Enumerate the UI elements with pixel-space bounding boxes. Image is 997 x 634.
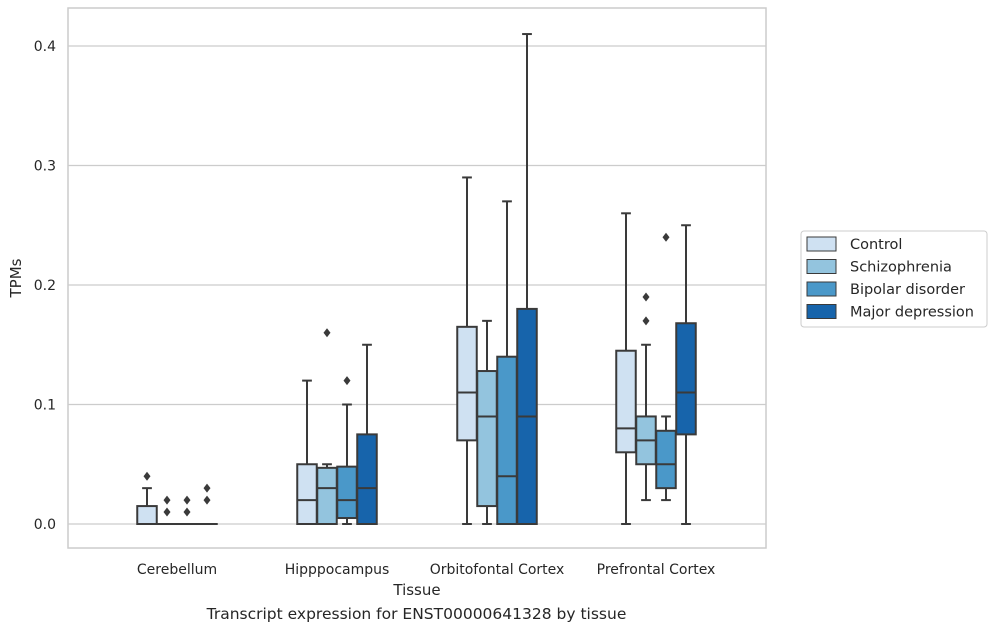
y-tick-label: 0.2 [34,278,56,294]
x-tick-labels: Cerebellum Hipppocampus Orbitofontal Corte… [137,562,715,578]
box-body [615,349,637,454]
chart-caption: Transcript expression for ENST0000064132… [206,605,627,623]
box-control [136,471,158,526]
outlier-point [203,483,211,493]
box-body [496,355,518,526]
box-major-depression [516,33,538,525]
y-tick-labels: 0.0 0.1 0.2 0.3 0.4 [34,39,56,533]
y-axis-label: TPMs [7,258,25,298]
outlier-point [642,292,650,302]
grid-lines [68,45,766,525]
box-body [336,465,358,520]
box-control [615,212,637,525]
legend-label: Major depression [850,305,974,321]
box-bipolar-disorder [496,200,518,526]
box-major-depression [196,483,218,526]
outlier-point [163,495,171,505]
box-schizophrenia [156,495,178,526]
outlier-point [323,328,331,338]
x-tick-label: Cerebellum [137,562,217,578]
y-tick-label: 0.1 [34,398,56,414]
box-major-depression [675,224,697,525]
outlier-point [143,471,151,481]
box-body [675,322,697,436]
box-major-depression [356,343,378,525]
box-body [655,429,677,490]
box-body [316,466,338,525]
box-body [476,370,498,508]
box-body [356,433,378,525]
box-control [456,176,478,525]
legend-swatch [806,304,837,319]
x-tick-label: Orbitofontal Cortex [430,562,565,578]
outlier-point [183,507,191,517]
outlier-point [662,232,670,242]
legend-label: Control [850,237,902,253]
box-body [456,325,478,442]
outlier-point [642,316,650,326]
box-bipolar-disorder [176,495,198,526]
box-body [296,463,318,525]
y-tick-label: 0.4 [34,39,56,55]
x-tick-label: Prefrontal Cortex [597,562,716,578]
box-bipolar-disorder [655,232,677,502]
legend-frame [800,230,988,328]
legend-swatch [806,259,837,274]
x-axis-label: Tissue [392,581,440,599]
outlier-point [183,495,191,505]
legend-swatch [806,281,837,297]
box-schizophrenia [635,292,657,502]
boxes [136,33,697,526]
legend-label: Schizophrenia [850,260,952,276]
box-bipolar-disorder [336,376,358,525]
outlier-point [163,507,171,517]
legend-label: Bipolar disorder [850,282,965,298]
box-control [296,379,318,525]
box-body [136,505,158,526]
box-schizophrenia [316,328,338,525]
legend: Control Schizophrenia Bipolar disorder Majo… [800,230,988,328]
legend-swatch [806,236,837,252]
y-tick-label: 0.0 [34,517,56,533]
plot-frame [67,7,767,549]
box-schizophrenia [476,319,498,525]
outlier-point [203,495,211,505]
x-tick-label: Hipppocampus [285,562,390,578]
y-tick-label: 0.3 [34,159,56,175]
outlier-point [343,376,351,386]
